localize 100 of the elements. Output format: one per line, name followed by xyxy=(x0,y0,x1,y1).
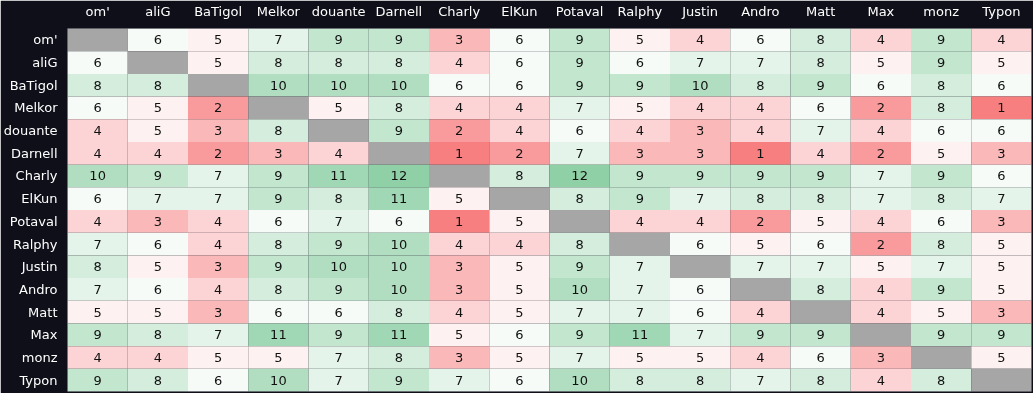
data-label: 7 xyxy=(635,259,645,275)
data-label: 3 xyxy=(997,304,1006,320)
y-tick-label: Darnell xyxy=(10,145,58,161)
data-label: 9 xyxy=(153,168,163,184)
data-label: 9 xyxy=(936,55,946,71)
data-label: 5 xyxy=(695,349,705,365)
data-label: 7 xyxy=(695,55,705,71)
data-label: 10 xyxy=(390,236,408,252)
data-label: 7 xyxy=(575,145,584,161)
data-label: 5 xyxy=(997,236,1006,252)
data-label: 5 xyxy=(274,349,283,365)
data-label: 10 xyxy=(270,372,287,388)
data-label: 6 xyxy=(997,168,1006,184)
data-label: 9 xyxy=(936,281,946,297)
data-label: 7 xyxy=(756,55,765,71)
data-label: 9 xyxy=(756,168,765,184)
data-label: 5 xyxy=(454,327,464,343)
data-label: 5 xyxy=(515,259,524,275)
data-label: 7 xyxy=(575,304,584,320)
data-label: 8 xyxy=(816,32,825,48)
data-label: 6 xyxy=(816,349,825,365)
data-label: 1 xyxy=(454,145,464,161)
data-label: 9 xyxy=(274,168,283,184)
data-label: 4 xyxy=(876,32,886,48)
data-label: 7 xyxy=(334,213,343,229)
data-label: 6 xyxy=(997,77,1006,93)
data-label: 4 xyxy=(454,100,464,116)
data-label: 8 xyxy=(394,349,404,365)
data-label: 4 xyxy=(876,213,886,229)
x-tick-label: Typon xyxy=(981,3,1021,19)
data-label: 4 xyxy=(635,123,645,139)
data-label: 5 xyxy=(756,236,765,252)
data-label: 7 xyxy=(575,349,584,365)
data-label: 8 xyxy=(153,327,163,343)
data-label: 7 xyxy=(274,32,283,48)
data-label: 8 xyxy=(394,55,404,71)
data-label: 4 xyxy=(756,100,765,116)
data-label: 9 xyxy=(575,327,584,343)
data-label: 3 xyxy=(997,145,1006,161)
data-label: 4 xyxy=(695,213,705,229)
y-tick-label: Ralphy xyxy=(12,236,58,252)
data-label: 8 xyxy=(394,304,404,320)
data-label: 8 xyxy=(274,55,283,71)
x-tick-label: Darnell xyxy=(375,3,423,19)
data-label: 8 xyxy=(575,191,584,207)
data-label: 9 xyxy=(936,327,946,343)
x-tick-label: douante xyxy=(311,3,366,19)
x-tick-label: Potaval xyxy=(555,3,604,19)
data-label: 4 xyxy=(876,123,886,139)
data-label: 6 xyxy=(635,55,645,71)
data-label: 7 xyxy=(756,372,765,388)
data-label: 11 xyxy=(390,327,408,343)
data-label: 5 xyxy=(515,304,524,320)
data-label: 7 xyxy=(334,372,343,388)
data-label: 6 xyxy=(515,32,524,48)
data-label: 4 xyxy=(93,145,102,161)
data-label: 6 xyxy=(936,213,946,229)
data-label: 5 xyxy=(153,259,163,275)
data-label: 10 xyxy=(571,281,588,297)
data-label: 5 xyxy=(334,100,343,116)
data-label: 10 xyxy=(390,281,408,297)
data-label: 8 xyxy=(394,100,404,116)
data-label: 4 xyxy=(454,304,464,320)
y-tick-label: BaTigol xyxy=(9,77,58,93)
data-label: 8 xyxy=(334,191,343,207)
data-label: 9 xyxy=(93,327,102,343)
data-label: 7 xyxy=(816,123,825,139)
x-tick-label: aliG xyxy=(145,3,171,19)
x-tick-label: Charly xyxy=(438,3,481,19)
y-tick-label: Max xyxy=(30,327,58,343)
data-label: 8 xyxy=(274,123,283,139)
data-label: 9 xyxy=(695,168,705,184)
data-label: 8 xyxy=(695,372,705,388)
data-label: 5 xyxy=(213,32,223,48)
data-label: 5 xyxy=(997,281,1006,297)
data-label: 8 xyxy=(153,77,163,93)
data-label: 5 xyxy=(93,304,102,320)
data-label: 6 xyxy=(213,372,223,388)
data-label: 5 xyxy=(153,304,163,320)
data-label: 1 xyxy=(454,213,464,229)
data-label: 4 xyxy=(213,281,223,297)
x-tick-label: Matt xyxy=(805,3,836,19)
data-label: 9 xyxy=(394,123,404,139)
data-label: 4 xyxy=(876,372,886,388)
data-label: 4 xyxy=(153,349,163,365)
data-label: 9 xyxy=(756,327,765,343)
data-label: 9 xyxy=(575,32,584,48)
data-label: 5 xyxy=(876,259,886,275)
data-label: 3 xyxy=(695,123,705,139)
data-label: 3 xyxy=(153,213,163,229)
data-label: 7 xyxy=(695,327,705,343)
data-label: 10 xyxy=(571,372,588,388)
data-label: 6 xyxy=(153,236,163,252)
data-label: 4 xyxy=(695,32,705,48)
data-label: 2 xyxy=(756,213,765,229)
data-label: 6 xyxy=(394,213,404,229)
y-tick-label: douante xyxy=(3,123,58,139)
data-label: 9 xyxy=(997,327,1006,343)
data-label: 10 xyxy=(89,168,106,184)
data-label: 5 xyxy=(515,213,524,229)
